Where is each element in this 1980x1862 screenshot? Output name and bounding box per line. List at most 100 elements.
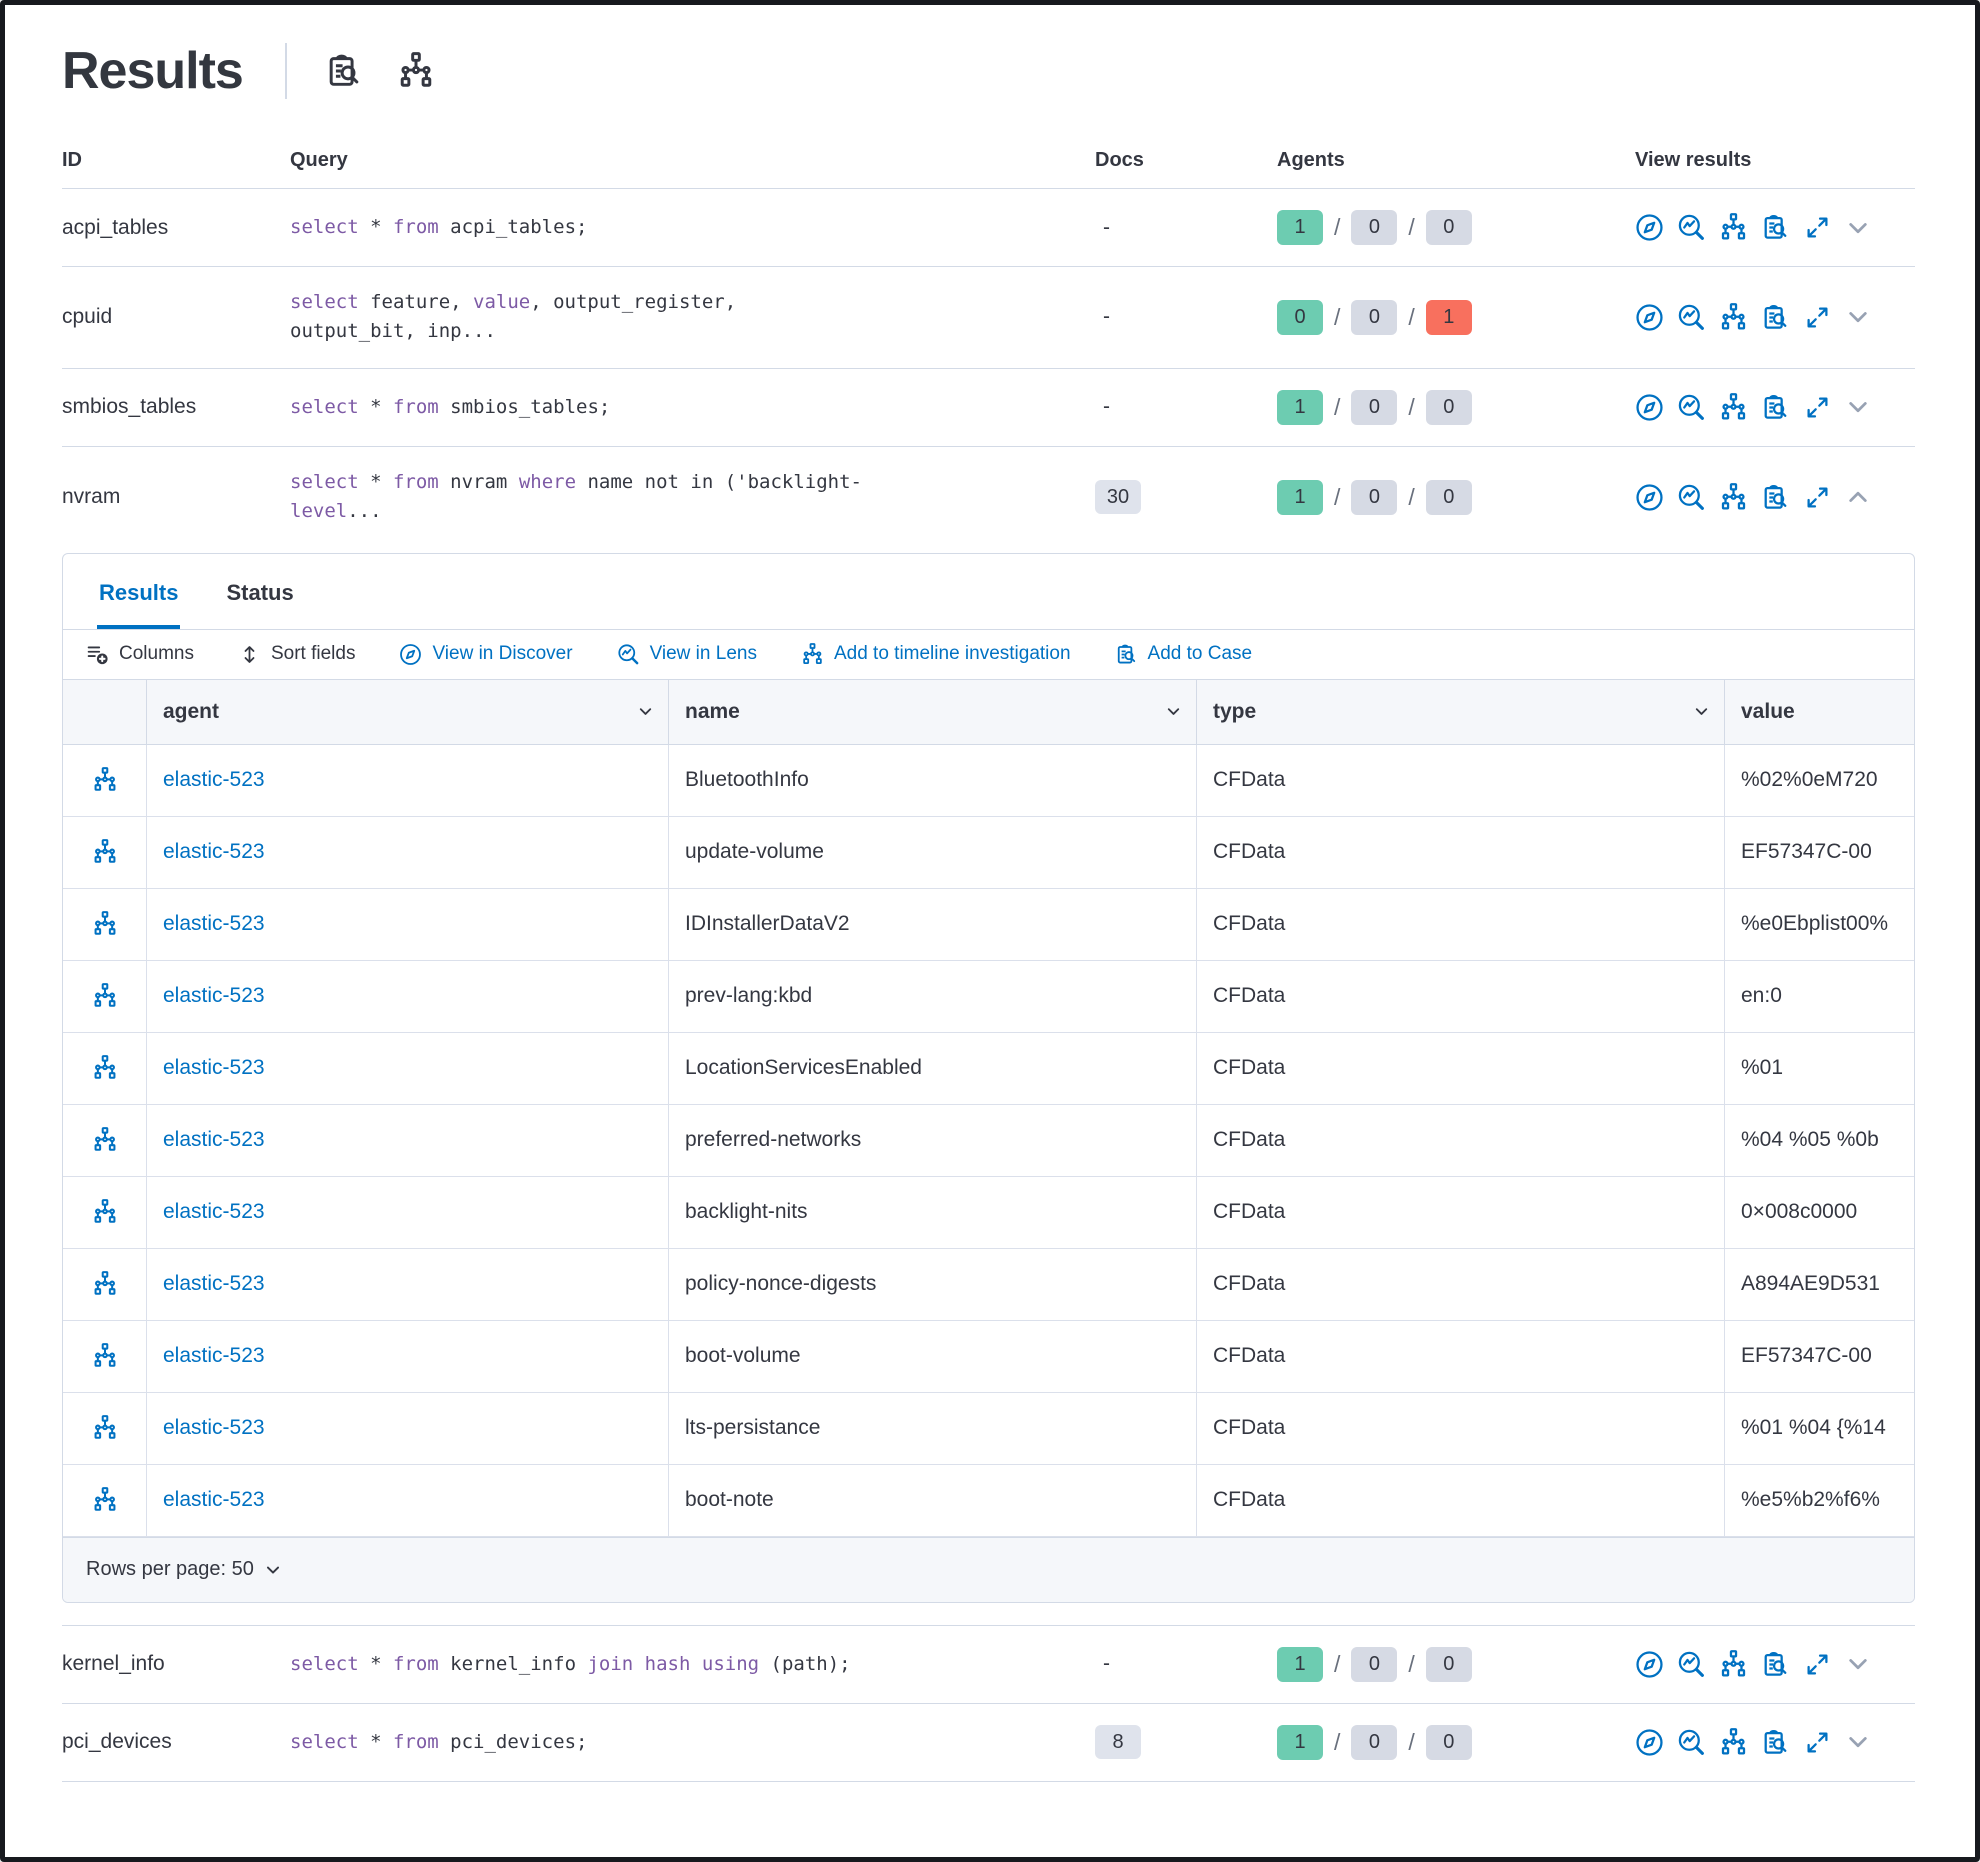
tab-results[interactable]: Results <box>97 554 181 629</box>
view-results-cell <box>1635 303 1915 332</box>
view-in-lens-button[interactable] <box>1677 303 1706 332</box>
row-details-button[interactable] <box>92 1343 118 1369</box>
row-details-button[interactable] <box>92 1127 118 1153</box>
open-results-flyout-button[interactable] <box>1803 213 1832 242</box>
row-details-button[interactable] <box>92 983 118 1009</box>
chevron-down-icon <box>1845 309 1871 324</box>
add-to-timeline-button[interactable] <box>1719 482 1748 512</box>
add-to-timeline-button[interactable] <box>1719 1649 1748 1679</box>
add-to-timeline-icon <box>1719 303 1748 330</box>
row-control-cell <box>63 744 147 816</box>
agent-link[interactable]: elastic-523 <box>163 1344 265 1368</box>
view-in-lens-button[interactable] <box>1677 1728 1706 1757</box>
add-to-case-button[interactable] <box>1761 213 1790 242</box>
row-details-button[interactable] <box>92 839 118 865</box>
toggle-expand-button[interactable] <box>1845 394 1871 420</box>
row-details-button[interactable] <box>92 767 118 793</box>
add-to-timeline-investigation-button[interactable]: Add to timeline investigation <box>801 642 1071 666</box>
type-cell: CFData <box>1197 816 1725 888</box>
row-details-button[interactable] <box>92 1415 118 1441</box>
toggle-expand-button[interactable] <box>1845 215 1871 241</box>
type-cell: CFData <box>1197 744 1725 816</box>
view-in-discover-button[interactable] <box>1635 483 1664 512</box>
open-results-flyout-button[interactable] <box>1803 303 1832 332</box>
add-to-case-button[interactable] <box>1761 393 1790 422</box>
view-in-lens-button[interactable]: View in Lens <box>617 643 757 666</box>
add-to-case-button[interactable] <box>1761 1728 1790 1757</box>
column-header-docs: Docs <box>1095 149 1144 171</box>
agent-link[interactable]: elastic-523 <box>163 1488 265 1512</box>
tab-status[interactable]: Status <box>224 554 295 629</box>
agent-link[interactable]: elastic-523 <box>163 1128 265 1152</box>
add-to-case-icon <box>1761 215 1790 239</box>
columns-button[interactable]: Columns <box>86 643 194 666</box>
row-details-button[interactable] <box>92 1271 118 1297</box>
view-in-discover-button[interactable] <box>1635 213 1664 242</box>
agents-success-badge: 1 <box>1277 1724 1323 1760</box>
sort-fields-button[interactable]: Sort fields <box>238 643 355 666</box>
sitemap-icon <box>92 1199 118 1224</box>
sitemap-icon <box>92 1271 118 1296</box>
add-to-timeline-button[interactable] <box>1719 393 1748 422</box>
open-results-flyout-button[interactable] <box>1803 483 1832 512</box>
view-in-lens-button[interactable] <box>1677 1650 1706 1679</box>
row-details-button[interactable] <box>92 1055 118 1081</box>
agent-link[interactable]: elastic-523 <box>163 1200 265 1224</box>
row-details-button[interactable] <box>92 911 118 937</box>
sitemap-icon-button[interactable] <box>397 52 435 90</box>
agents-cell: 1 / 0 / 0 <box>1277 1646 1635 1682</box>
rows-per-page-button[interactable]: Rows per page: 50 <box>86 1558 282 1581</box>
add-to-case-button[interactable]: Add to Case <box>1115 643 1252 666</box>
row-details-button[interactable] <box>92 1199 118 1225</box>
agent-link[interactable]: elastic-523 <box>163 1416 265 1440</box>
view-in-discover-icon <box>1635 484 1664 511</box>
case-icon <box>1115 643 1138 666</box>
agent-link[interactable]: elastic-523 <box>163 984 265 1008</box>
sort-fields-label: Sort fields <box>270 643 356 665</box>
query-cell: select * from nvram where name not in ('… <box>290 468 1095 527</box>
view-in-lens-button[interactable] <box>1677 393 1706 422</box>
agents-failed-badge: 0 <box>1425 389 1472 425</box>
view-in-lens-button[interactable] <box>1677 483 1706 512</box>
agent-link[interactable]: elastic-523 <box>163 1056 265 1080</box>
toggle-expand-button[interactable] <box>1845 1651 1871 1677</box>
view-in-discover-button[interactable]: View in Discover <box>399 643 573 666</box>
add-to-case-button[interactable] <box>1761 483 1790 512</box>
column-header-name[interactable]: name <box>669 679 1197 744</box>
view-in-discover-button[interactable] <box>1635 303 1664 332</box>
view-in-lens-button[interactable] <box>1677 213 1706 242</box>
docs-empty-dash: - <box>1103 1652 1110 1676</box>
open-results-flyout-button[interactable] <box>1803 393 1832 422</box>
toggle-expand-button[interactable] <box>1845 484 1871 510</box>
add-to-timeline-button[interactable] <box>1719 303 1748 332</box>
add-to-timeline-button[interactable] <box>1719 1727 1748 1757</box>
view-in-discover-button[interactable] <box>1635 393 1664 422</box>
type-cell: CFData <box>1197 1104 1725 1176</box>
view-in-discover-icon <box>1635 1729 1664 1756</box>
add-to-timeline-button[interactable] <box>1719 213 1748 242</box>
add-to-case-icon <box>1761 304 1790 329</box>
column-header-agent[interactable]: agent <box>147 679 669 744</box>
add-to-case-button[interactable] <box>1761 303 1790 332</box>
view-in-discover-button[interactable] <box>1635 1728 1664 1757</box>
agent-link[interactable]: elastic-523 <box>163 1272 265 1296</box>
docs-cell: - <box>1095 216 1277 240</box>
open-results-flyout-button[interactable] <box>1803 1728 1832 1757</box>
agent-link[interactable]: elastic-523 <box>163 912 265 936</box>
clipboard-search-icon-button[interactable] <box>325 52 363 90</box>
column-header-value[interactable]: value <box>1725 680 1914 744</box>
column-header-type[interactable]: type <box>1197 679 1725 744</box>
agents-failed-badge: 1 <box>1425 299 1472 335</box>
agent-link[interactable]: elastic-523 <box>163 768 265 792</box>
open-results-flyout-button[interactable] <box>1803 1650 1832 1679</box>
result-row: elastic-523 BluetoothInfo CFData %02%0eM720 <box>63 744 1914 817</box>
row-details-button[interactable] <box>92 1487 118 1513</box>
view-in-discover-button[interactable] <box>1635 1650 1664 1679</box>
agent-link[interactable]: elastic-523 <box>163 840 265 864</box>
toggle-expand-button[interactable] <box>1845 304 1871 330</box>
toggle-expand-button[interactable] <box>1845 1729 1871 1755</box>
add-to-case-button[interactable] <box>1761 1650 1790 1679</box>
add-to-case-icon <box>1761 394 1790 419</box>
query-sql: select * from smbios_tables; <box>290 395 611 418</box>
value-cell: A894AE9D531 <box>1741 1272 1880 1296</box>
